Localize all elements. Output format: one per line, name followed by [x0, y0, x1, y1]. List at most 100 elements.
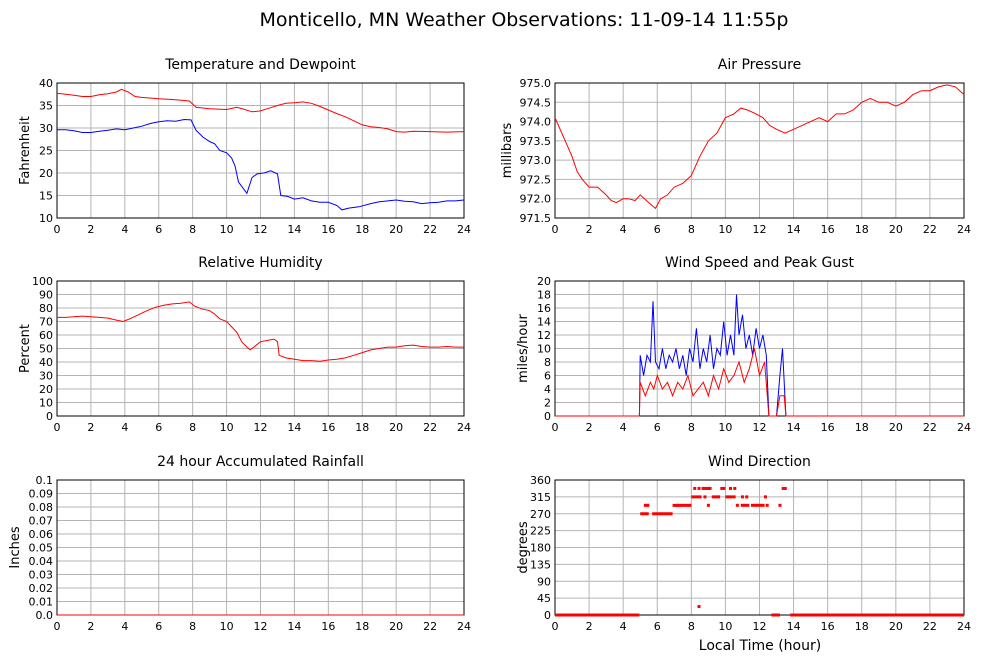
y-tick-label: 973.5 [520, 135, 552, 148]
plot-frame [56, 82, 465, 219]
x-tick-label: 18 [355, 421, 369, 434]
y-tick-label: 40 [39, 356, 53, 369]
y-tick-label: 270 [530, 508, 551, 521]
y-tick-label: 10 [537, 343, 551, 356]
y-tick-label: 18 [537, 289, 551, 302]
y-tick-label: 973.0 [520, 154, 552, 167]
y-tick-label: 971.5 [520, 212, 552, 225]
wind-direction-point [740, 495, 744, 499]
x-tick-label: 22 [423, 223, 437, 236]
x-tick-label: 16 [821, 223, 835, 236]
y-tick-label: 180 [530, 542, 551, 555]
x-tick-label: 12 [753, 620, 767, 633]
y-tick-label: 90 [537, 575, 551, 588]
wind-direction-point [703, 495, 707, 499]
x-tick-label: 0 [54, 620, 61, 633]
y-tick-label: 35 [39, 100, 53, 113]
x-tick-label: 10 [220, 620, 234, 633]
wind-direction-point [646, 503, 650, 507]
wind-direction-point [643, 503, 647, 507]
x-tick-label: 20 [889, 620, 903, 633]
y-tick-label: 20 [537, 275, 551, 288]
x-tick-label: 8 [688, 223, 695, 236]
x-tick-label: 20 [889, 223, 903, 236]
chart-title: Temperature and Dewpoint [164, 57, 356, 73]
x-tick-label: 20 [389, 223, 403, 236]
page-title: Monticello, MN Weather Observations: 11-… [259, 9, 788, 31]
wind-direction-point [765, 503, 769, 507]
y-tick-label: 6 [544, 370, 551, 383]
y-tick-label: 60 [39, 329, 53, 342]
plot-frame [554, 82, 965, 219]
x-tick-label: 12 [753, 223, 767, 236]
y-tick-label: 0.09 [29, 488, 54, 501]
wind-direction-point [693, 486, 697, 490]
x-tick-label: 0 [552, 421, 559, 434]
series-line [57, 118, 465, 211]
x-tick-label: 8 [189, 223, 196, 236]
y-tick-label: 0.02 [29, 582, 54, 595]
x-tick-label: 24 [457, 421, 471, 434]
wind-direction-point [697, 486, 701, 490]
y-tick-label: 0.03 [29, 569, 54, 582]
y-tick-label: 16 [537, 302, 551, 315]
x-tick-label: 22 [423, 620, 437, 633]
wind-direction-point [778, 503, 782, 507]
y-tick-label: 25 [39, 145, 53, 158]
x-axis-label: Local Time (hour) [699, 638, 821, 654]
y-tick-label: 30 [39, 122, 53, 135]
y-tick-label: 50 [39, 343, 53, 356]
x-tick-label: 20 [389, 421, 403, 434]
y-tick-label: 975.0 [520, 77, 552, 90]
x-tick-label: 10 [220, 223, 234, 236]
x-tick-label: 6 [155, 223, 162, 236]
x-tick-label: 20 [889, 421, 903, 434]
x-tick-label: 24 [457, 620, 471, 633]
x-tick-label: 12 [254, 223, 268, 236]
y-tick-label: 12 [537, 329, 551, 342]
x-tick-label: 8 [688, 620, 695, 633]
y-tick-label: 70 [39, 316, 53, 329]
wind-direction-point [735, 503, 739, 507]
x-tick-label: 4 [121, 620, 128, 633]
y-tick-label: 90 [39, 289, 53, 302]
y-tick-label: 0.06 [29, 528, 54, 541]
x-tick-label: 14 [787, 223, 801, 236]
y-tick-label: 0.1 [36, 474, 54, 487]
y-tick-label: 0.07 [29, 515, 54, 528]
y-tick-label: 0 [46, 410, 53, 423]
x-tick-label: 4 [620, 223, 627, 236]
x-tick-label: 18 [855, 620, 869, 633]
x-tick-label: 0 [54, 223, 61, 236]
x-tick-label: 16 [821, 421, 835, 434]
wind-direction-point [697, 605, 701, 609]
y-tick-label: 0.04 [29, 555, 54, 568]
series-line [56, 88, 465, 133]
x-tick-label: 14 [287, 620, 301, 633]
chart-title: Wind Speed and Peak Gust [665, 255, 854, 271]
y-tick-label: 30 [39, 370, 53, 383]
y-tick-label: 8 [544, 356, 551, 369]
y-tick-label: 0 [544, 410, 551, 423]
x-tick-label: 12 [753, 421, 767, 434]
plot-frame [554, 479, 965, 616]
x-tick-label: 8 [189, 421, 196, 434]
x-tick-label: 4 [121, 223, 128, 236]
x-tick-label: 10 [718, 620, 732, 633]
chart-title: 24 hour Accumulated Rainfall [157, 454, 364, 470]
x-tick-label: 10 [220, 421, 234, 434]
y-tick-label: 360 [530, 474, 551, 487]
x-tick-label: 12 [254, 421, 268, 434]
x-tick-label: 24 [957, 223, 971, 236]
y-tick-label: 972.5 [520, 173, 552, 186]
x-tick-label: 10 [718, 421, 732, 434]
y-tick-label: 0.01 [29, 596, 54, 609]
series-line [554, 84, 965, 210]
